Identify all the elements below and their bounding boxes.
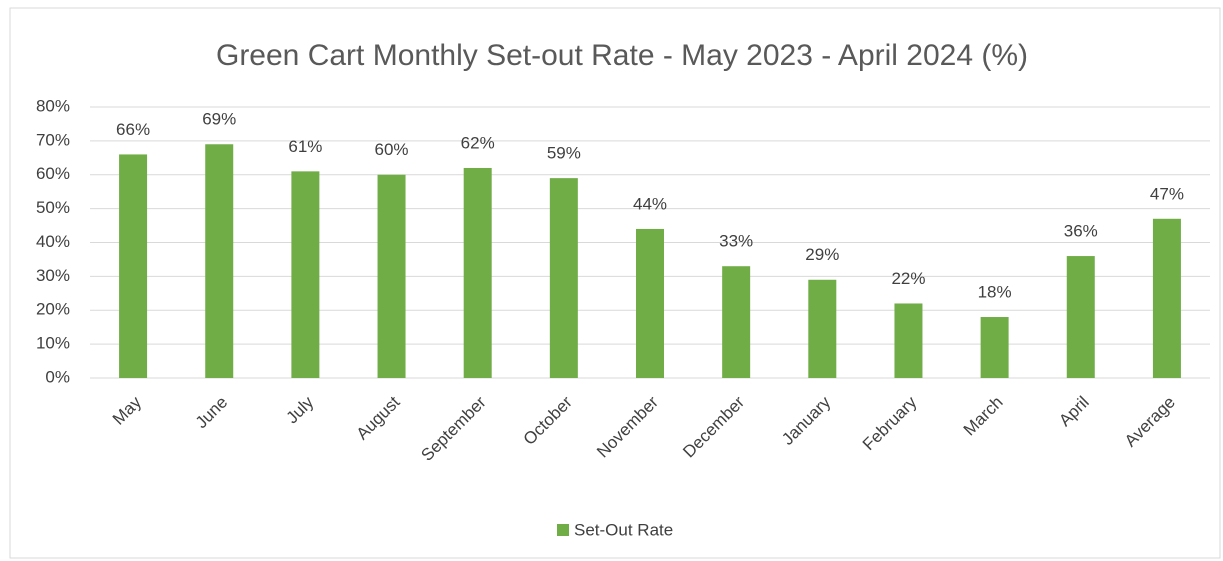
y-tick-label: 0% (45, 367, 70, 386)
data-label: 36% (1064, 222, 1098, 241)
y-tick-label: 80% (36, 96, 70, 115)
y-tick-label: 20% (36, 300, 70, 319)
data-label: 22% (891, 269, 925, 288)
data-label: 47% (1150, 184, 1184, 203)
bar (1066, 256, 1095, 378)
data-label: 66% (116, 120, 150, 139)
bar (722, 266, 751, 378)
y-tick-label: 60% (36, 164, 70, 183)
y-tick-label: 70% (36, 130, 70, 149)
chart-border (9, 7, 1221, 559)
data-label: 69% (202, 110, 236, 129)
y-tick-label: 30% (36, 266, 70, 285)
bar (980, 317, 1009, 378)
bar (205, 144, 234, 378)
bar (463, 167, 492, 378)
data-label: 59% (547, 144, 581, 163)
bar (808, 279, 837, 378)
bar (377, 174, 406, 378)
data-label: 44% (633, 194, 667, 213)
data-label: 60% (375, 140, 409, 159)
bar (1152, 218, 1181, 378)
legend-swatch (557, 524, 569, 536)
bar (894, 303, 923, 378)
bar (549, 178, 578, 378)
data-label: 29% (805, 245, 839, 264)
chart-title: Green Cart Monthly Set-out Rate - May 20… (216, 39, 1028, 72)
y-tick-label: 10% (36, 334, 70, 353)
legend-label: Set-Out Rate (574, 520, 673, 539)
data-label: 33% (719, 232, 753, 251)
bar (291, 171, 320, 378)
y-tick-label: 40% (36, 232, 70, 251)
data-label: 62% (461, 133, 495, 152)
y-tick-label: 50% (36, 198, 70, 217)
data-label: 61% (288, 137, 322, 156)
data-label: 18% (978, 283, 1012, 302)
bar (636, 228, 664, 378)
bar (119, 154, 148, 378)
